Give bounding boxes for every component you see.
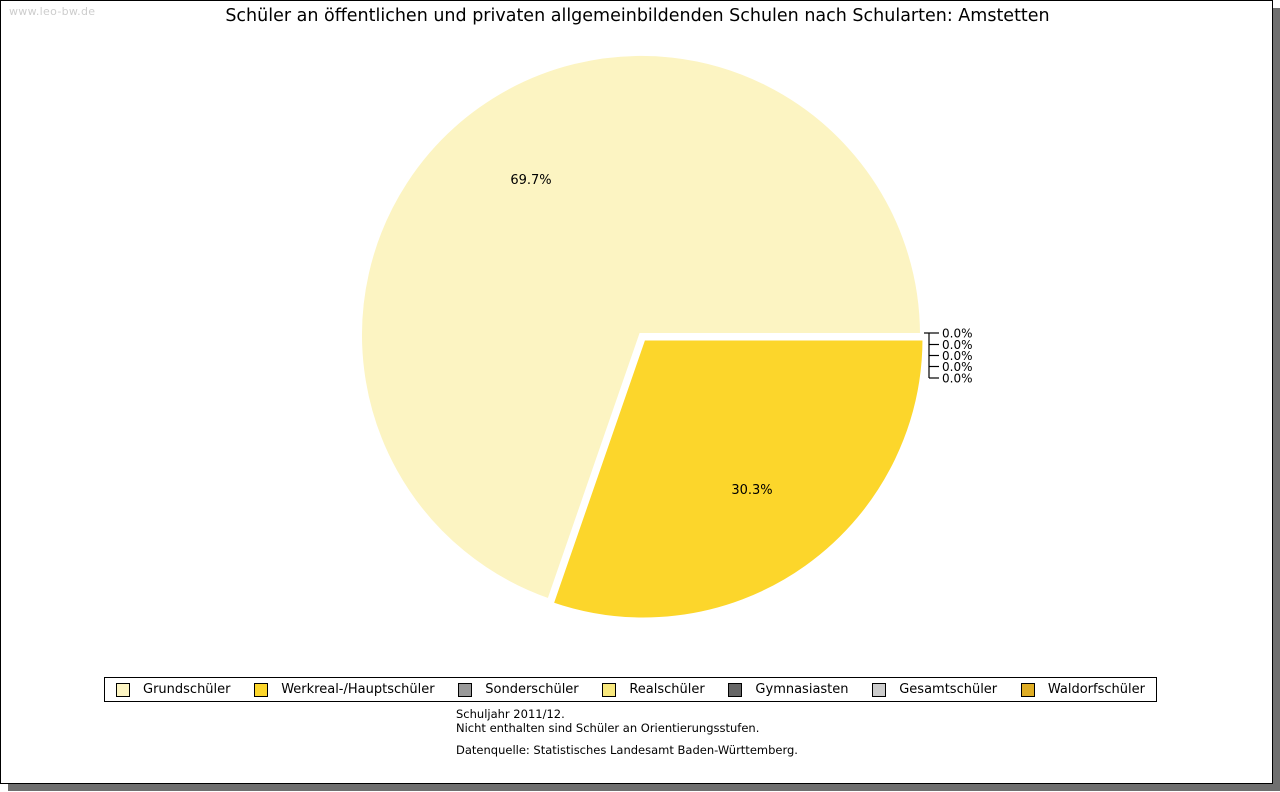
footnote-exclusion: Nicht enthalten sind Schüler an Orientie…	[456, 720, 760, 735]
legend-swatch-icon	[602, 682, 617, 697]
zero-label: 0.0%	[942, 372, 973, 386]
chart-footnotes: Schuljahr 2011/12. Nicht enthalten sind …	[456, 707, 1016, 758]
slice-label-minor: 30.3%	[731, 483, 772, 498]
legend-item-grundschueler: Grundschüler	[116, 682, 231, 697]
legend-item-gesamtschueler: Gesamtschüler	[872, 682, 997, 697]
window-shadow-right	[1273, 8, 1280, 791]
zero-label: 0.0%	[942, 360, 973, 374]
legend-swatch-icon	[254, 682, 269, 697]
chart-title: Schüler an öffentlichen und privaten all…	[225, 6, 1050, 26]
pie-slice-werkreal	[549, 336, 927, 622]
slice-label-major: 69.7%	[510, 173, 551, 188]
legend-swatch-icon	[116, 682, 130, 697]
legend-item-label: Werkreal-/Hauptschüler	[281, 682, 435, 697]
legend-swatch-icon	[1020, 682, 1035, 697]
legend-item-label: Sonderschüler	[485, 682, 579, 697]
legend-item-gymnasiasten: Gymnasiasten	[728, 682, 849, 697]
legend-swatch-icon	[872, 682, 887, 697]
watermark-leo-bw: www.leo-bw.de	[9, 5, 96, 18]
chart-legend: Grundschüler Werkreal-/Hauptschüler Sond…	[104, 677, 1157, 702]
legend-item-waldorfschueler: Waldorfschüler	[1020, 682, 1145, 697]
zero-label: 0.0%	[942, 338, 973, 352]
legend-item-label: Realschüler	[629, 682, 705, 697]
footnote-source: Datenquelle: Statistisches Landesamt Bad…	[456, 743, 798, 757]
legend-swatch-icon	[728, 682, 743, 697]
window-shadow-bottom	[8, 784, 1280, 791]
legend-item-label: Waldorfschüler	[1047, 682, 1145, 697]
zero-label: 0.0%	[942, 349, 973, 363]
legend-item-label: Gymnasiasten	[755, 682, 849, 697]
zero-label: 0.0%	[942, 327, 973, 341]
legend-item-realschueler: Realschüler	[602, 682, 705, 697]
pie-slice-grundschueler	[358, 51, 925, 604]
legend-item-sonderschueler: Sonderschüler	[458, 682, 579, 697]
legend-item-werkreal-hauptschueler: Werkreal-/Hauptschüler	[254, 682, 435, 697]
legend-swatch-icon	[458, 682, 473, 697]
footnote-schuljahr: Schuljahr 2011/12.	[456, 707, 565, 721]
legend-item-label: Gesamtschüler	[899, 682, 998, 697]
legend-item-label: Grundschüler	[143, 682, 231, 697]
zero-leader-lines	[924, 332, 939, 379]
